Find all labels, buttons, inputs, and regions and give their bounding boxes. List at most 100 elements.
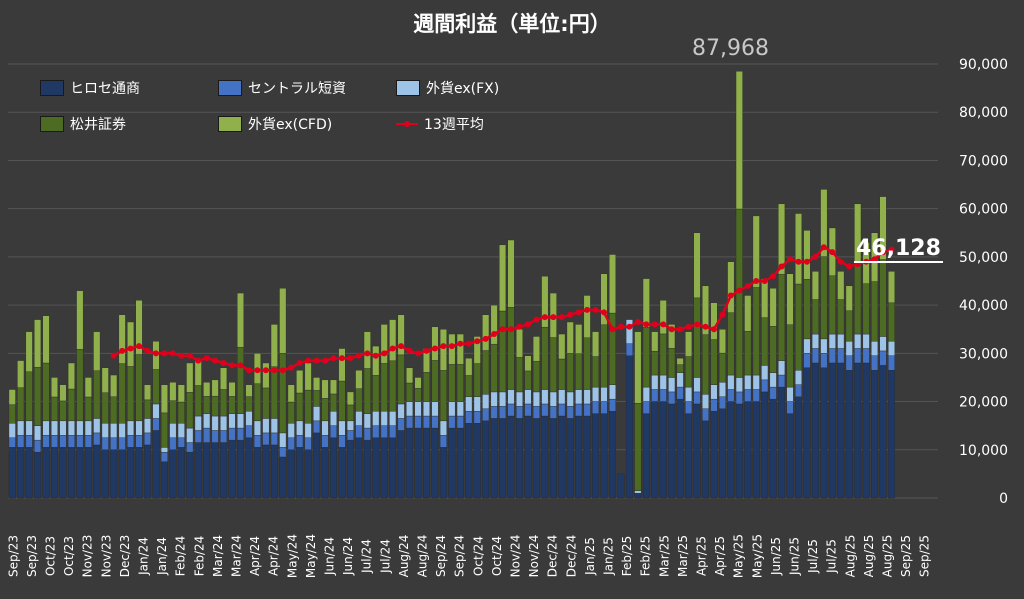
bar-central xyxy=(854,348,862,364)
bar-gaika-fx xyxy=(634,490,642,494)
bar-matsui xyxy=(516,357,523,393)
bar-gaika-fx xyxy=(406,401,414,417)
x-tick-label: Aug/25 xyxy=(843,535,857,578)
bar-hirose xyxy=(642,413,650,499)
bar-central xyxy=(803,353,811,369)
bar-matsui xyxy=(456,364,464,402)
bar-gaika-fx xyxy=(888,341,895,356)
bar-matsui xyxy=(490,343,498,393)
bar-hirose xyxy=(270,444,278,499)
bar-matsui xyxy=(270,366,278,419)
x-tick-label: Jul/25 xyxy=(825,539,839,574)
avg13-marker xyxy=(195,357,202,364)
avg13-marker xyxy=(254,367,261,374)
bar-matsui xyxy=(448,364,456,402)
bar-hirose xyxy=(237,439,244,499)
bar-central xyxy=(152,418,160,431)
bar-gaika-cfd xyxy=(448,333,456,365)
bar-matsui xyxy=(101,392,109,424)
avg13-marker xyxy=(617,323,624,330)
bar-hirose xyxy=(76,447,84,499)
bar-central xyxy=(330,425,337,438)
bar-hirose xyxy=(220,442,228,499)
bar-gaika-fx xyxy=(110,423,118,438)
y-tick-label: 60,000 xyxy=(959,202,1008,218)
bar-gaika-fx xyxy=(871,341,879,356)
bar-central xyxy=(76,435,84,448)
bar-matsui xyxy=(837,299,845,335)
bar-gaika-cfd xyxy=(566,321,574,354)
avg13-marker xyxy=(668,326,675,333)
bar-matsui xyxy=(296,392,304,422)
bar-hirose xyxy=(473,423,481,499)
bar-central xyxy=(609,398,616,412)
bar-gaika-cfd xyxy=(524,355,532,372)
bar-matsui xyxy=(583,337,591,390)
avg13-marker xyxy=(440,343,447,350)
bar-gaika-fx xyxy=(84,420,92,436)
bar-gaika-fx xyxy=(642,386,650,402)
legend-label-central: セントラル短資 xyxy=(248,81,346,97)
bar-gaika-fx xyxy=(761,365,769,381)
bar-central xyxy=(549,406,557,419)
bar-central xyxy=(372,425,380,438)
bar-gaika-fx xyxy=(558,389,566,405)
bar-gaika-cfd xyxy=(270,324,278,367)
bar-gaika-cfd xyxy=(845,285,853,311)
avg13-marker xyxy=(846,263,853,270)
bar-hirose xyxy=(549,418,557,499)
bar-gaika-cfd xyxy=(718,329,726,354)
bar-hirose xyxy=(659,401,667,499)
avg13-marker xyxy=(237,362,244,369)
bar-hirose xyxy=(253,447,261,499)
bar-gaika-cfd xyxy=(304,362,312,391)
bar-matsui xyxy=(118,363,126,424)
bar-central xyxy=(363,427,371,441)
bar-hirose xyxy=(380,437,388,499)
bar-hirose xyxy=(507,415,515,499)
bar-hirose xyxy=(330,437,337,499)
avg13-marker xyxy=(558,314,565,321)
bar-matsui xyxy=(346,404,354,422)
bar-gaika-cfd xyxy=(245,384,253,397)
bar-central xyxy=(718,396,726,409)
bar-hirose xyxy=(795,396,802,499)
bar-central xyxy=(592,401,600,414)
x-tick-label: May/25 xyxy=(732,534,746,578)
bar-gaika-cfd xyxy=(220,367,228,390)
bar-gaika-cfd xyxy=(482,314,490,351)
bar-hirose xyxy=(152,430,160,499)
bar-matsui xyxy=(152,369,160,405)
bar-central xyxy=(888,355,895,371)
bar-hirose xyxy=(879,365,887,499)
x-tick-label: Sep/25 xyxy=(899,535,913,577)
x-tick-label: Sep/24 xyxy=(453,535,467,577)
avg13-marker xyxy=(279,367,286,374)
bar-matsui xyxy=(42,362,50,422)
bar-hirose xyxy=(609,411,616,499)
bar-gaika-cfd xyxy=(499,244,507,312)
avg13-marker xyxy=(541,314,548,321)
bar-central xyxy=(685,401,693,414)
bar-gaika-fx xyxy=(837,333,845,349)
x-tick-label: May/24 xyxy=(285,534,299,578)
avg13-marker xyxy=(144,347,151,354)
bar-gaika-fx xyxy=(702,394,709,409)
bar-central xyxy=(516,406,523,419)
x-tick-label: Oct/23 xyxy=(44,536,58,576)
legend-swatch-gaika-fx xyxy=(396,80,420,96)
avg13-marker xyxy=(119,347,126,354)
x-tick-label: Jan/25 xyxy=(602,537,616,576)
bar-gaika-fx xyxy=(25,420,33,436)
bar-central xyxy=(575,403,583,417)
bar-gaika-cfd xyxy=(795,213,802,285)
bar-central xyxy=(34,439,42,453)
bar-central xyxy=(346,430,354,441)
bar-hirose xyxy=(25,447,33,499)
bar-gaika-cfd xyxy=(490,304,498,345)
bar-gaika-fx xyxy=(532,391,540,407)
bar-hirose xyxy=(8,447,16,499)
bar-gaika-cfd xyxy=(710,302,718,340)
bar-matsui xyxy=(338,380,346,422)
bar-gaika-cfd xyxy=(803,230,811,280)
